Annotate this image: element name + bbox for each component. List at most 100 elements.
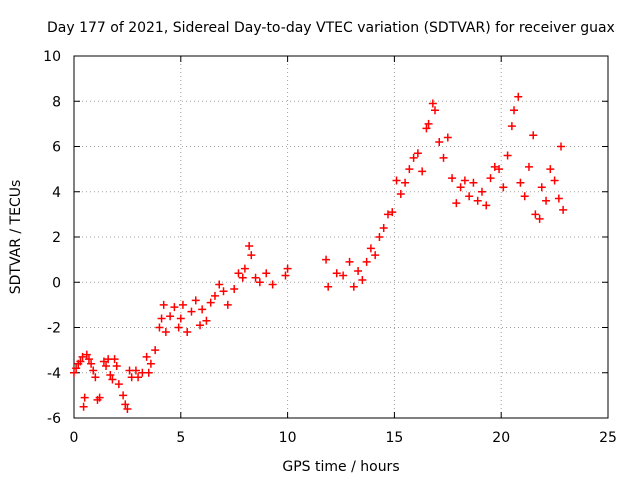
data-point: [155, 323, 164, 332]
data-point: [174, 323, 183, 332]
data-point: [87, 359, 96, 368]
data-point: [245, 242, 254, 251]
data-point: [469, 178, 478, 187]
x-tick-label: 5: [176, 430, 185, 446]
data-point: [486, 174, 495, 183]
data-point: [70, 368, 78, 377]
data-point: [396, 190, 405, 199]
x-axis-label: GPS time / hours: [282, 459, 399, 475]
data-point: [418, 167, 427, 176]
data-point: [322, 255, 331, 264]
data-point: [112, 361, 121, 370]
data-point: [422, 124, 431, 133]
data-point: [388, 208, 397, 217]
data-point: [108, 375, 117, 384]
data-point: [247, 251, 256, 260]
data-point: [114, 380, 123, 389]
data-point: [546, 165, 555, 174]
data-point: [424, 119, 433, 128]
data-point: [499, 183, 508, 192]
y-tick-label: 0: [52, 275, 61, 291]
data-point: [490, 162, 499, 171]
data-point: [514, 92, 523, 101]
data-point: [262, 269, 271, 278]
y-tick-label: -2: [47, 321, 61, 337]
x-tick-label: 15: [385, 430, 403, 446]
data-point: [283, 264, 292, 273]
x-tick-label: 25: [599, 430, 617, 446]
data-point: [151, 346, 160, 355]
data-point: [332, 269, 341, 278]
data-point: [146, 359, 155, 368]
y-tick-label: 2: [52, 230, 61, 246]
data-point: [524, 162, 533, 171]
data-point: [110, 355, 119, 364]
data-point: [520, 192, 529, 201]
data-point: [95, 393, 104, 402]
data-point: [529, 131, 538, 140]
data-point: [178, 300, 187, 309]
data-point: [215, 280, 224, 289]
data-point: [392, 176, 401, 185]
data-point: [159, 300, 168, 309]
data-point: [268, 280, 277, 289]
data-point: [354, 266, 363, 275]
data-point: [345, 257, 354, 266]
data-point: [123, 404, 132, 413]
data-point: [516, 178, 525, 187]
data-point: [183, 328, 192, 337]
data-point: [375, 233, 384, 241]
data-point: [131, 366, 140, 375]
y-tick-label: 8: [52, 94, 61, 110]
data-point: [443, 133, 452, 142]
data-point: [84, 355, 93, 364]
data-point: [134, 373, 143, 382]
data-point: [409, 153, 418, 162]
data-point: [72, 364, 81, 373]
data-point: [78, 352, 87, 361]
data-point: [535, 214, 544, 223]
data-point: [80, 393, 89, 402]
x-tick-label: 20: [492, 430, 510, 446]
data-point: [89, 366, 98, 375]
data-point: [537, 183, 546, 192]
data-point: [428, 99, 437, 108]
data-point: [557, 142, 566, 151]
data-point: [187, 307, 196, 316]
y-tick-label: -4: [47, 366, 61, 382]
data-point: [362, 257, 371, 266]
data-point: [405, 165, 414, 174]
data-point: [507, 122, 516, 131]
data-point: [142, 352, 151, 361]
data-point: [119, 391, 128, 400]
data-point: [349, 282, 358, 291]
data-point: [430, 106, 439, 115]
data-point: [439, 153, 448, 162]
data-point: [281, 271, 290, 280]
data-point: [82, 350, 91, 359]
data-point: [366, 244, 375, 253]
data-point: [559, 205, 568, 214]
y-axis-label: SDTVAR / TECUs: [8, 180, 24, 295]
chart-title: Day 177 of 2021, Sidereal Day-to-day VTE…: [47, 20, 615, 36]
data-point: [448, 174, 457, 183]
data-point: [473, 196, 482, 205]
data-point: [191, 296, 200, 305]
data-point: [223, 300, 232, 309]
data-point: [531, 210, 540, 219]
data-point: [144, 368, 153, 377]
data-point: [401, 178, 410, 187]
data-point: [196, 321, 205, 330]
y-tick-label: 6: [52, 140, 61, 156]
data-point: [482, 201, 491, 210]
data-point: [503, 151, 512, 160]
data-point: [460, 176, 469, 185]
data-point: [510, 106, 519, 115]
data-point: [383, 210, 392, 219]
data-point: [121, 400, 130, 409]
data-point: [495, 165, 504, 174]
data-point: [465, 192, 474, 201]
data-point: [251, 273, 260, 282]
